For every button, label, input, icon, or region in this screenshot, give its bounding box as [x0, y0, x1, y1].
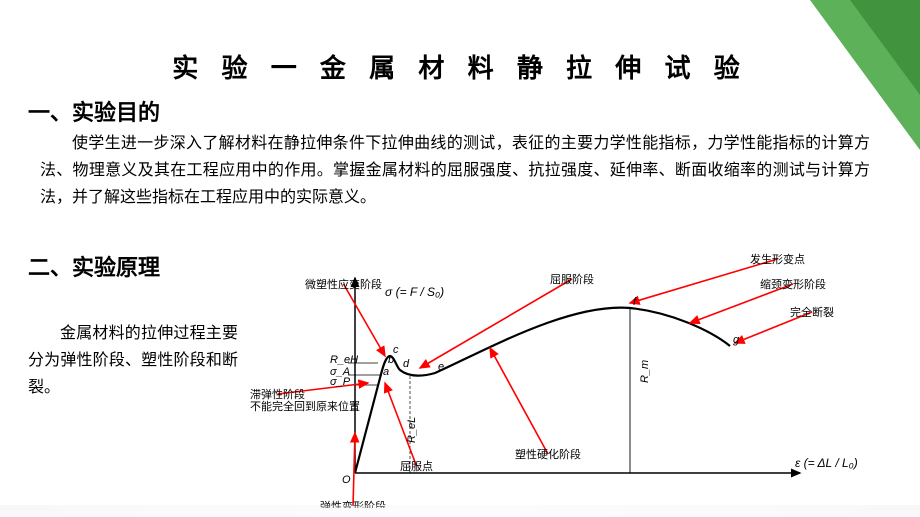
stress-strain-diagram: σ (= F / S₀) ε (= ΔL / L₀) 微塑性应变阶段 屈服阶段 发生形变…: [240, 248, 900, 508]
svg-text:屈服点: 屈服点: [400, 460, 433, 473]
svg-text:c: c: [393, 344, 399, 356]
svg-text:ε (= ΔL / L₀): ε (= ΔL / L₀): [795, 456, 858, 470]
section2-heading: 二、实验原理: [28, 250, 160, 282]
svg-text:O: O: [342, 474, 351, 486]
svg-text:f: f: [633, 296, 637, 308]
footer-strip: [0, 505, 920, 517]
svg-text:滞弹性阶段: 滞弹性阶段: [250, 387, 305, 401]
svg-text:不能完全回到原来位置: 不能完全回到原来位置: [250, 399, 360, 413]
svg-text:完全断裂: 完全断裂: [790, 305, 834, 319]
svg-text:g: g: [733, 334, 740, 346]
svg-text:塑性硬化阶段: 塑性硬化阶段: [515, 447, 581, 461]
para1: 使学生进一步深入了解材料在静拉伸条件下拉伸曲线的测试，表征的主要力学性能指标，力…: [40, 130, 870, 212]
slide-title: 实 验 一 金 属 材 料 静 拉 伸 试 验: [0, 48, 920, 85]
svg-text:屈服阶段: 屈服阶段: [550, 272, 594, 286]
svg-text:e: e: [438, 361, 444, 373]
svg-text:d: d: [403, 358, 410, 370]
svg-text:R_eH: R_eH: [330, 354, 358, 366]
para2: 金属材料的拉伸过程主要分为弹性阶段、塑性阶段和断裂。: [28, 320, 238, 402]
svg-text:R_m: R_m: [639, 360, 651, 383]
svg-text:a: a: [383, 366, 389, 378]
svg-text:R_eL: R_eL: [406, 417, 418, 443]
svg-text:缩颈变形阶段: 缩颈变形阶段: [760, 277, 826, 291]
svg-text:发生形变点: 发生形变点: [750, 252, 805, 266]
svg-text:σ (= F / S₀): σ (= F / S₀): [385, 285, 444, 299]
section1-heading: 一、实验目的: [28, 95, 160, 127]
svg-text:σ_P: σ_P: [330, 376, 351, 388]
svg-text:微塑性应变阶段: 微塑性应变阶段: [305, 277, 382, 291]
